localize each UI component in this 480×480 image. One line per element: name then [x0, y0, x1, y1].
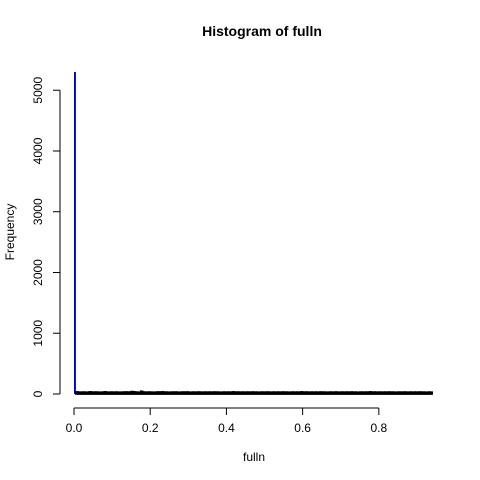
x-tick-label: 0.2 — [142, 421, 159, 435]
x-tick-label: 0.6 — [294, 421, 311, 435]
y-axis: 0 1000 2000 3000 4000 5000 — [31, 77, 61, 397]
y-tick-label: 2000 — [31, 259, 45, 286]
histogram-bars — [74, 72, 433, 395]
x-tick-label: 0.8 — [370, 421, 387, 435]
x-tick-label: 0.4 — [218, 421, 235, 435]
y-tick-label: 0 — [31, 390, 45, 397]
histogram-bar — [74, 72, 76, 394]
y-tick-label: 4000 — [31, 137, 45, 164]
y-tick-label: 1000 — [31, 320, 45, 347]
histogram-bar — [429, 391, 433, 395]
y-axis-label: Frequency — [3, 204, 17, 261]
chart-title: Histogram of fulln — [202, 23, 322, 39]
y-tick-label: 5000 — [31, 77, 45, 104]
x-tick-label: 0.0 — [66, 421, 83, 435]
x-axis-label: fulln — [243, 450, 265, 464]
y-tick-label: 3000 — [31, 198, 45, 225]
x-axis: 0.0 0.2 0.4 0.6 0.8 — [66, 407, 388, 435]
